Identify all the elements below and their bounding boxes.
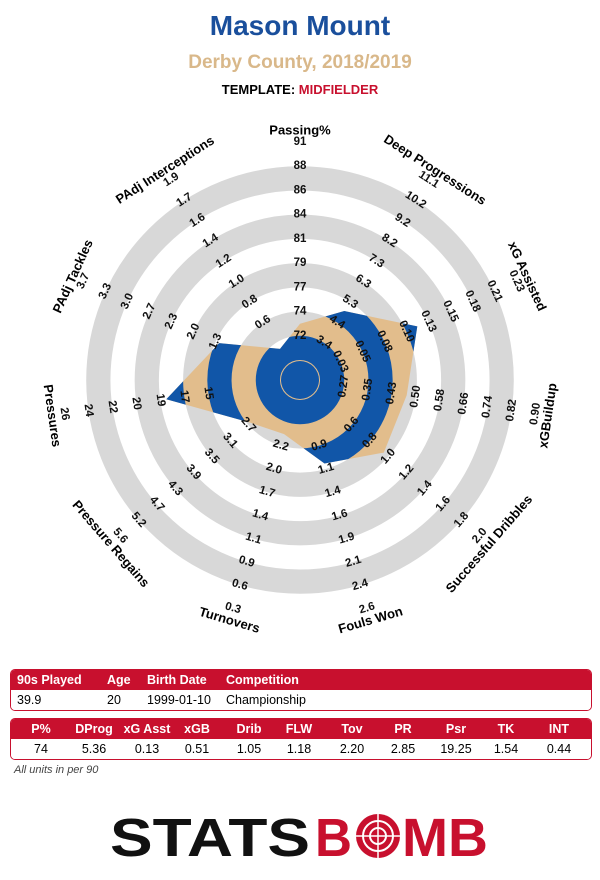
units-note: All units in per 90: [14, 764, 99, 776]
tick-label: 0.27: [336, 374, 351, 398]
value-competition: Championship: [226, 693, 306, 707]
radar-chart: 727477798184868891Passing%3.44.45.36.37.…: [41, 123, 560, 637]
header-pr: PR: [394, 722, 412, 736]
header-xg-asst: xG Asst: [123, 722, 171, 736]
profile-table-row: 39.9 20 1999-01-10 Championship: [11, 690, 591, 710]
tick-label: 81: [294, 233, 307, 245]
value-xg-asst: 0.13: [134, 742, 160, 756]
tick-label: 2.6: [358, 600, 377, 616]
tick-label: 2.4: [351, 577, 370, 593]
header-age: Age: [107, 673, 131, 687]
axis-label: Passing%: [269, 123, 331, 138]
logo-text-mb: MB: [402, 808, 488, 862]
tick-label: 0.9: [310, 438, 329, 454]
header-p: P%: [31, 722, 51, 736]
stats-table: P% DProg xG Asst xGB Drib FLW Tov PR Psr…: [10, 718, 592, 760]
tick-label: 1.9: [337, 531, 356, 547]
header-drib: Drib: [236, 722, 262, 736]
tick-label: 24: [82, 403, 96, 418]
template-value: MIDFIELDER: [298, 82, 379, 97]
axis-label: Pressures: [41, 383, 65, 447]
value-flw: 1.18: [286, 742, 312, 756]
header-flw: FLW: [285, 722, 313, 736]
value-dprog: 5.36: [81, 742, 107, 756]
tick-label: 72: [294, 330, 307, 342]
tick-label: 15: [201, 386, 215, 401]
tick-label: 1.4: [324, 484, 343, 500]
tick-label: 2.0: [265, 461, 284, 477]
value-birth-date: 1999-01-10: [147, 693, 211, 707]
tick-label: 0.58: [432, 388, 447, 412]
template-line: TEMPLATE: MIDFIELDER: [0, 82, 600, 97]
profile-table-header: 90s Played Age Birth Date Competition: [11, 670, 591, 690]
tick-label: 1.6: [330, 507, 349, 523]
header-dprog: DProg: [75, 722, 113, 736]
template-label: TEMPLATE:: [221, 82, 296, 97]
tick-label: 84: [294, 209, 307, 221]
radar-center: [281, 361, 319, 399]
tick-label: 79: [294, 257, 307, 269]
value-90s-played: 39.9: [17, 693, 42, 707]
tick-label: 1.4: [251, 507, 270, 523]
tick-label: 1.7: [258, 484, 277, 500]
tick-label: 17: [177, 389, 191, 403]
tick-label: 77: [294, 281, 307, 293]
axis-label: xGBuildup: [535, 382, 559, 449]
tick-label: 0.90: [528, 402, 543, 426]
value-xgb: 0.51: [184, 742, 210, 756]
tick-label: 0.6: [230, 577, 249, 593]
tick-label: 1.1: [317, 461, 336, 477]
header-tov: Tov: [341, 722, 363, 736]
logo-text-b: B: [315, 808, 352, 862]
value-drib: 1.05: [236, 742, 262, 756]
player-name: Mason Mount: [209, 10, 391, 41]
tick-label: 1.1: [244, 531, 263, 547]
header-90s-played: 90s Played: [17, 673, 82, 687]
tick-label: 19: [153, 393, 167, 407]
stats-table-header: P% DProg xG Asst xGB Drib FLW Tov PR Psr…: [11, 719, 591, 739]
stats-table-row: 74 5.36 0.13 0.51 1.05 1.18 2.20 2.85 19…: [11, 739, 591, 759]
tick-label: 0.35: [360, 377, 375, 401]
tick-label: 0.3: [224, 600, 243, 616]
radar-ring: [134, 214, 466, 546]
tick-label: 74: [294, 306, 307, 318]
profile-table: 90s Played Age Birth Date Competition 39…: [10, 669, 592, 711]
tick-label: 0.43: [384, 381, 399, 405]
logo-text-stats: STATS: [110, 808, 310, 862]
tick-label: 0.74: [480, 394, 495, 418]
tick-label: 20: [129, 396, 143, 410]
tick-label: 91: [294, 136, 307, 148]
header-competition: Competition: [226, 673, 299, 687]
tick-label: 0.50: [408, 385, 423, 409]
tick-label: 0.82: [504, 398, 519, 422]
tick-label: 22: [106, 400, 120, 414]
polygon-band: [255, 335, 345, 425]
value-int: 0.44: [546, 742, 572, 756]
tick-label: 86: [294, 184, 307, 196]
value-age: 20: [107, 693, 121, 707]
radar-ring: [86, 166, 514, 594]
tick-label: 88: [294, 160, 307, 172]
header-xgb: xGB: [184, 722, 210, 736]
crosshair-icon: [356, 814, 400, 858]
team-season: Derby County, 2018/2019: [188, 52, 412, 73]
value-p: 74: [34, 742, 48, 756]
tick-label: 0.9: [237, 554, 256, 570]
statsbomb-logo: STATS B MB: [110, 808, 488, 862]
tick-label: 0.66: [456, 392, 471, 416]
header-psr: Psr: [445, 722, 467, 736]
header-int: INT: [548, 722, 570, 736]
value-pr: 2.85: [390, 742, 416, 756]
header-birth-date: Birth Date: [147, 673, 207, 687]
value-tov: 2.20: [339, 742, 365, 756]
value-psr: 19.25: [440, 742, 472, 756]
tick-label: 26: [58, 407, 72, 421]
header-tk: TK: [497, 722, 515, 736]
tick-label: 2.1: [344, 554, 363, 570]
tick-label: 2.2: [271, 438, 290, 454]
value-tk: 1.54: [493, 742, 519, 756]
